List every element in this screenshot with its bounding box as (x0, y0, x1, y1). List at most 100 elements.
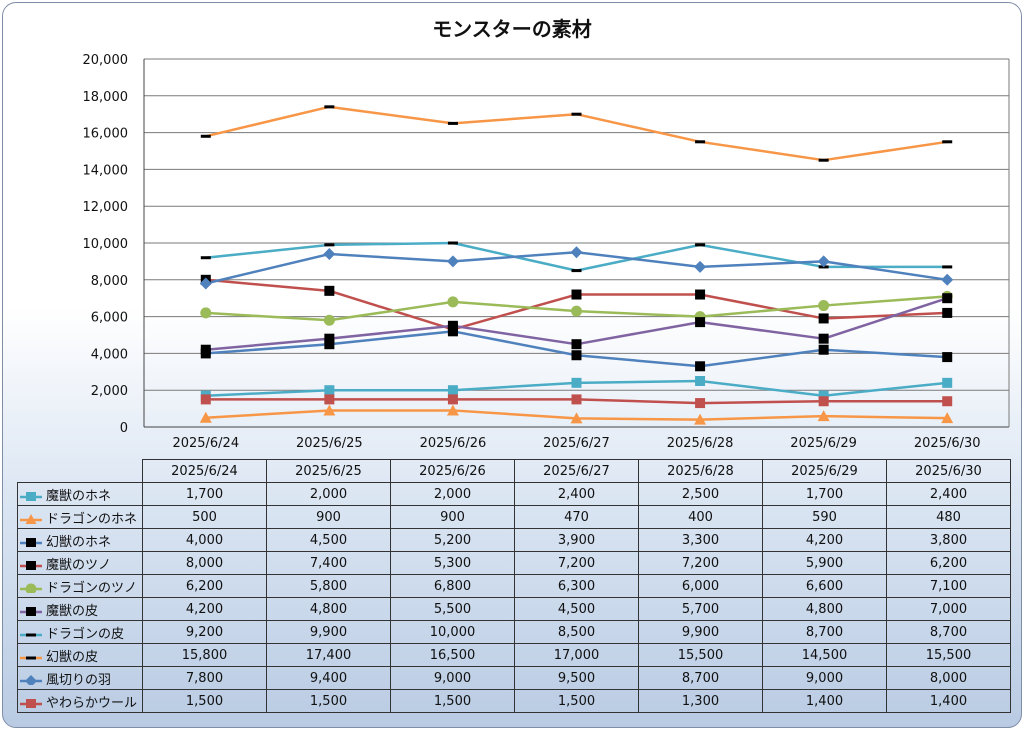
data-point (818, 300, 830, 312)
table-cell: 480 (886, 505, 1011, 529)
data-point (942, 293, 953, 304)
data-point (324, 285, 335, 296)
table-cell: 1,700 (762, 482, 887, 506)
data-point (200, 394, 211, 405)
table-cell: 4,000 (142, 528, 267, 552)
table-cell: 4,500 (514, 597, 639, 621)
data-point (447, 385, 458, 396)
table-cell: 7,000 (886, 597, 1011, 621)
data-point (571, 305, 582, 317)
table-cell: 1,700 (142, 482, 267, 506)
table-cell: 4,200 (762, 528, 887, 552)
legend-key-marker (26, 656, 36, 660)
table-cell: 9,500 (514, 666, 639, 690)
table-cell: 1,300 (638, 689, 763, 713)
x-tick-label: 2025/6/25 (296, 436, 363, 451)
table-cell: 9,000 (762, 666, 887, 690)
table-cell: 4,800 (266, 597, 391, 621)
series-name: ドラゴンのツノ (46, 580, 138, 596)
table-cell: 6,000 (638, 574, 763, 598)
table-cell: 2,400 (886, 482, 1011, 506)
table-cell: 2,400 (514, 482, 639, 506)
data-point (694, 413, 707, 425)
y-tick-label: 20,000 (83, 53, 129, 68)
table-cell: 6,800 (390, 574, 515, 598)
data-point (942, 377, 953, 388)
legend-entry: 魔獣のツノ (17, 551, 143, 575)
table-column-header: 2025/6/28 (638, 459, 763, 483)
legend-entry: ドラゴンのホネ (17, 505, 143, 529)
legend-key-marker (26, 607, 36, 616)
table-cell: 4,200 (142, 597, 267, 621)
y-tick-label: 4,000 (91, 347, 128, 362)
data-point (818, 344, 829, 355)
data-point (695, 361, 706, 372)
series-name: 風切りの羽 (46, 672, 112, 688)
table-cell: 6,200 (142, 574, 267, 598)
table-cell: 6,600 (762, 574, 887, 598)
table-cell: 1,400 (886, 689, 1011, 713)
table-row: 魔獣の皮 4,200 4,800 5,500 4,500 5,700 4,800 7,000 (17, 597, 1011, 621)
data-point (447, 296, 459, 308)
data-point (695, 398, 706, 409)
data-point (571, 112, 582, 116)
legend-entry: ドラゴンの皮 (17, 620, 143, 644)
y-tick-label: 18,000 (83, 90, 129, 105)
data-point (695, 317, 706, 328)
legend-key-marker (25, 675, 37, 685)
table-cell: 7,200 (514, 551, 639, 575)
table-cell: 2,000 (390, 482, 515, 506)
data-point (200, 307, 212, 319)
series-name: ドラゴンのホネ (46, 511, 138, 527)
data-point (818, 396, 829, 407)
chart-title: モンスターの素材 (432, 17, 592, 41)
data-point (323, 314, 335, 326)
table-column-header: 2025/6/29 (762, 459, 887, 483)
legend-entry: やわらかウール (17, 689, 143, 713)
y-tick-label: 10,000 (83, 237, 129, 252)
table-row: やわらかウール 1,500 1,500 1,500 1,500 1,300 1,400 1,4… (17, 689, 1011, 713)
data-point (199, 277, 212, 290)
table-cell: 2,000 (266, 482, 391, 506)
table-cell: 8,700 (762, 620, 887, 644)
table-cell: 900 (266, 505, 391, 529)
data-point (818, 313, 829, 324)
table-column-header: 2025/6/24 (142, 459, 267, 483)
series-name: ドラゴンの皮 (46, 626, 125, 642)
table-cell: 9,200 (142, 620, 267, 644)
table-cell: 10,000 (390, 620, 515, 644)
table-column-header: 2025/6/30 (886, 459, 1011, 483)
data-point (817, 410, 830, 422)
table-cell: 15,500 (638, 643, 763, 667)
data-point (324, 333, 335, 344)
table-cell: 8,500 (514, 620, 639, 644)
data-point (323, 248, 336, 261)
table-cell: 15,500 (886, 643, 1011, 667)
legend-key-icon (20, 699, 42, 708)
legend-key-icon (20, 633, 42, 637)
legend-key-marker (26, 633, 36, 637)
data-point (942, 396, 953, 407)
y-tick-label: 14,000 (83, 163, 129, 178)
table-corner (17, 459, 143, 483)
data-point (571, 350, 582, 361)
table-cell: 4,500 (266, 528, 391, 552)
table-cell: 7,400 (266, 551, 391, 575)
data-point (570, 412, 583, 424)
table-cell: 5,800 (266, 574, 391, 598)
table-cell: 5,900 (762, 551, 887, 575)
data-point (200, 344, 211, 355)
legend-key-icon (20, 656, 42, 660)
data-point (324, 243, 335, 247)
data-point (446, 404, 459, 416)
table-cell: 5,200 (390, 528, 515, 552)
legend-key-marker (25, 583, 37, 593)
data-point (570, 246, 583, 259)
data-point (199, 411, 212, 423)
table-cell: 3,900 (514, 528, 639, 552)
table-cell: 3,300 (638, 528, 763, 552)
data-point (447, 241, 458, 245)
table-cell: 4,800 (762, 597, 887, 621)
table-cell: 1,500 (514, 689, 639, 713)
legend-key-marker (26, 492, 36, 501)
